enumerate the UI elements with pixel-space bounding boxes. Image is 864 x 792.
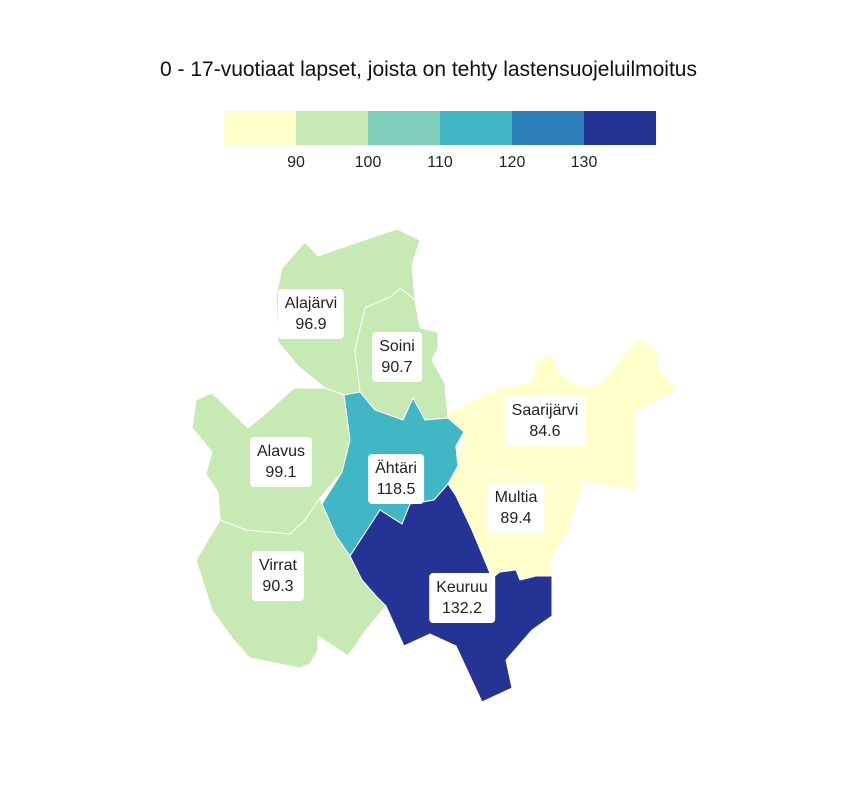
legend-tick-120: 120 [498,154,526,171]
label-ahtari: Ähtäri 118.5 [368,454,424,504]
map-title: 0 - 17-vuotiaat lapset, joista on tehty … [160,58,697,81]
legend-swatch-6 [584,111,656,145]
label-keuruu-value: 132.2 [441,600,483,617]
label-virrat: Virrat 90.3 [252,551,304,601]
label-keuruu: Keuruu 132.2 [429,573,495,623]
label-keuruu-name: Keuruu [436,579,488,596]
label-alavus-name: Alavus [256,443,306,460]
label-multia: Multia 89.4 [487,483,545,533]
legend-swatch-3 [368,111,440,145]
legend-swatch-1 [224,111,296,145]
label-virrat-name: Virrat [259,557,297,574]
legend-swatch-4 [440,111,512,145]
label-alavus: Alavus 99.1 [249,437,313,487]
label-alavus-value: 99.1 [265,464,297,481]
label-multia-name: Multia [494,489,538,506]
label-soini: Soini 90.7 [372,332,422,382]
legend-swatch-2 [296,111,368,145]
label-saarijarvi-value: 84.6 [529,423,561,440]
label-multia-value: 89.4 [500,510,532,527]
label-alajarvi: Alajärvi 96.9 [277,289,345,339]
legend-tick-100: 100 [354,154,382,171]
label-soini-value: 90.7 [381,359,413,376]
label-soini-name: Soini [379,338,415,355]
legend-tick-90: 90 [287,154,305,171]
label-ahtari-value: 118.5 [376,481,416,498]
legend-swatch-5 [512,111,584,145]
label-alajarvi-value: 96.9 [295,316,327,333]
label-saarijarvi: Saarijärvi 84.6 [504,396,586,446]
legend-tick-130: 130 [570,154,598,171]
label-alajarvi-name: Alajärvi [284,295,338,312]
label-virrat-value: 90.3 [262,578,294,595]
label-ahtari-name: Ähtäri [375,460,417,477]
label-saarijarvi-name: Saarijärvi [511,402,579,419]
legend-tick-110: 110 [427,154,453,171]
